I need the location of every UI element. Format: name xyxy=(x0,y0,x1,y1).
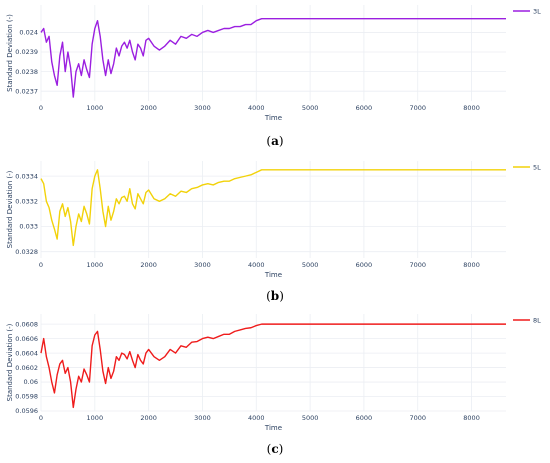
x-tick-label: 2000 xyxy=(140,261,157,269)
x-tick-label: 4000 xyxy=(248,104,265,112)
y-tick-label: 0.0332 xyxy=(15,198,38,206)
panel-label: (b) xyxy=(266,289,284,303)
y-tick-label: 0.0596 xyxy=(15,407,38,415)
chart-panel-b: 0 1000 2000 3000 4000 5000 6000 7000 8000 0.0328 0… xyxy=(6,161,541,303)
x-tick-label: 0 xyxy=(39,414,43,422)
series-line-5L xyxy=(40,169,506,247)
y-tick-label: 0.0604 xyxy=(15,349,38,357)
x-tick-label: 7000 xyxy=(409,414,426,422)
chart-panel-a: 0 1000 2000 3000 4000 5000 6000 7000 8000 0.0237 0… xyxy=(6,5,541,148)
y-tick-label: 0.0238 xyxy=(15,68,38,76)
panel-label: (a) xyxy=(266,134,283,148)
y-axis-title: Standard Deviation (-) xyxy=(6,14,14,92)
y-tick-label: 0.0606 xyxy=(15,335,38,343)
x-tick-label: 8000 xyxy=(463,261,480,269)
y-tick-label: 0.0328 xyxy=(15,248,38,256)
x-tick-label: 3000 xyxy=(194,414,211,422)
y-tick-label: 0.0608 xyxy=(15,320,38,328)
x-tick-label: 6000 xyxy=(356,104,373,112)
y-axis-title: Standard Deviation (-) xyxy=(6,323,14,401)
x-axis-title: Time xyxy=(264,424,282,432)
x-tick-label: 0 xyxy=(39,261,43,269)
y-tick-label: 0.024 xyxy=(19,29,38,37)
x-tick-label: 2000 xyxy=(140,104,157,112)
y-axis-title: Standard Deviation (-) xyxy=(6,170,14,248)
x-tick-label: 7000 xyxy=(409,261,426,269)
x-tick-label: 2000 xyxy=(140,414,157,422)
y-tick-label: 0.0598 xyxy=(15,393,38,401)
x-tick-label: 5000 xyxy=(302,104,319,112)
x-tick-label: 4000 xyxy=(248,261,265,269)
x-tick-label: 3000 xyxy=(194,104,211,112)
x-tick-label: 6000 xyxy=(356,261,373,269)
x-tick-label: 4000 xyxy=(248,414,265,422)
y-tick-label: 0.0239 xyxy=(15,48,38,56)
x-tick-label: 1000 xyxy=(87,261,104,269)
series-line-8L xyxy=(40,323,506,409)
x-axis-title: Time xyxy=(264,271,282,279)
x-tick-label: 8000 xyxy=(463,414,480,422)
legend-label: 5L xyxy=(533,163,541,171)
series-line-3L xyxy=(40,18,506,98)
y-tick-label: 0.033 xyxy=(19,223,38,231)
x-tick-label: 6000 xyxy=(356,414,373,422)
legend-label: 8L xyxy=(533,316,541,324)
chart-panel-c: 0 1000 2000 3000 4000 5000 6000 7000 8000 0.0596 0… xyxy=(6,314,541,456)
legend-label: 3L xyxy=(533,7,541,15)
panel-label: (c) xyxy=(267,442,284,456)
x-tick-label: 0 xyxy=(39,104,43,112)
x-tick-label: 8000 xyxy=(463,104,480,112)
y-tick-label: 0.0237 xyxy=(15,87,38,95)
y-tick-label: 0.0602 xyxy=(15,364,38,372)
x-tick-label: 1000 xyxy=(87,414,104,422)
x-tick-label: 7000 xyxy=(409,104,426,112)
x-tick-label: 5000 xyxy=(302,414,319,422)
y-tick-label: 0.06 xyxy=(24,378,38,386)
y-tick-label: 0.0334 xyxy=(15,172,38,180)
x-tick-label: 1000 xyxy=(87,104,104,112)
x-tick-label: 5000 xyxy=(302,261,319,269)
x-tick-label: 3000 xyxy=(194,261,211,269)
x-axis-title: Time xyxy=(264,114,282,122)
